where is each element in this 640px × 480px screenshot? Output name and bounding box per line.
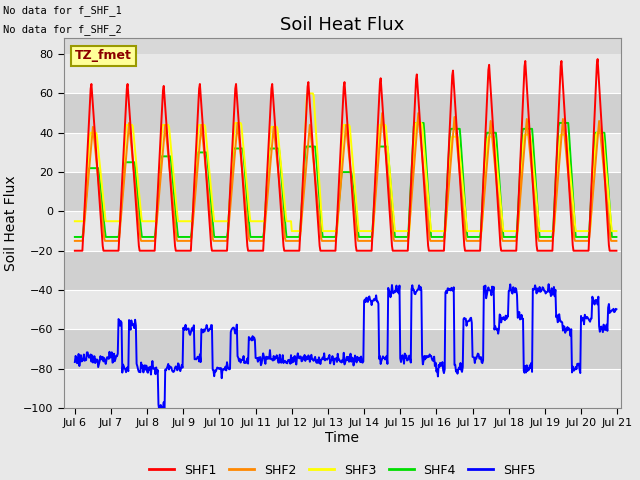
Bar (64, 329, 621, 369)
Bar (64, 251, 621, 290)
Legend: SHF1, SHF2, SHF3, SHF4, SHF5: SHF1, SHF2, SHF3, SHF4, SHF5 (144, 458, 541, 480)
Text: No data for f_SHF_1: No data for f_SHF_1 (3, 5, 122, 16)
Bar (64, 290, 621, 329)
Y-axis label: Soil Heat Flux: Soil Heat Flux (4, 175, 18, 271)
Bar (64, 211, 621, 251)
Bar (64, 133, 621, 172)
Bar (64, 172, 621, 211)
Bar (64, 54, 621, 94)
Bar (64, 369, 621, 408)
Text: TZ_fmet: TZ_fmet (75, 49, 132, 62)
X-axis label: Time: Time (325, 431, 360, 445)
Bar (64, 94, 621, 133)
Text: No data for f_SHF_2: No data for f_SHF_2 (3, 24, 122, 35)
Title: Soil Heat Flux: Soil Heat Flux (280, 16, 404, 34)
